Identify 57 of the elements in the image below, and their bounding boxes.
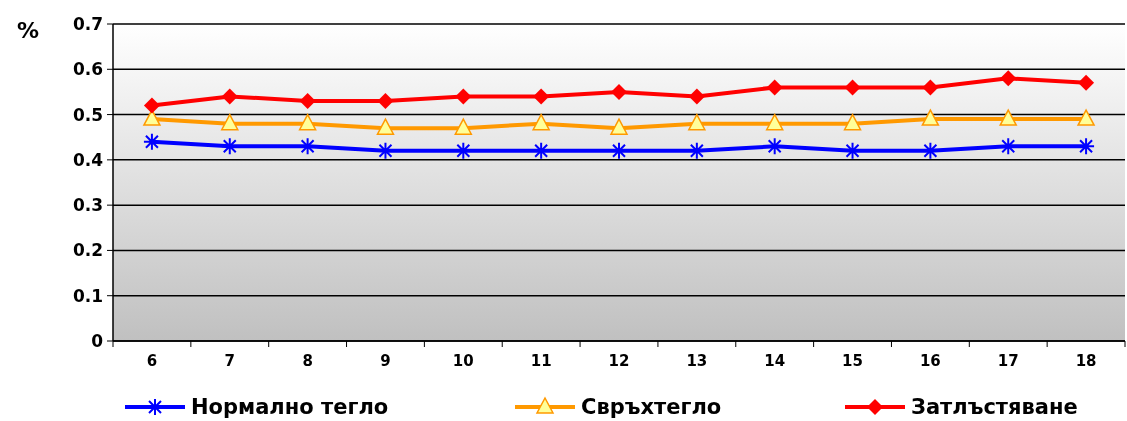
point: [299, 92, 316, 109]
x-tick-label: 6: [146, 352, 158, 370]
x-tick-label: 8: [302, 352, 313, 370]
point: [999, 109, 1017, 126]
legend-label: Свръхтегло: [581, 395, 722, 420]
y-tick-label: 0.1: [72, 285, 103, 306]
point: [1077, 109, 1095, 126]
point: [1077, 137, 1096, 156]
point: [844, 79, 861, 96]
y-tick-label: 0.3: [72, 195, 103, 216]
legend-label: Затлъстяване: [911, 395, 1078, 420]
x-tick-label: 14: [764, 352, 786, 370]
point: [376, 141, 395, 160]
point: [1000, 70, 1017, 87]
point: [454, 118, 473, 135]
point: [688, 88, 705, 105]
point: [533, 88, 550, 105]
y-tick-label: 0.7: [72, 13, 103, 34]
point: [1078, 74, 1095, 91]
point: [765, 113, 784, 131]
point: [377, 92, 394, 109]
y-tick-label: 0.2: [72, 240, 103, 261]
point: [455, 88, 472, 105]
x-tick-label: 11: [530, 352, 552, 370]
point: [921, 109, 940, 126]
point: [610, 118, 628, 135]
y-tick-label: 0.4: [72, 149, 104, 170]
x-tick-label: 18: [1075, 352, 1097, 370]
point: [766, 79, 783, 96]
x-tick-label: 15: [842, 352, 863, 370]
x-tick-label: 7: [224, 352, 235, 370]
y-tick-label: 0.5: [72, 104, 103, 125]
point: [843, 113, 862, 131]
x-tick-label: 13: [686, 352, 708, 370]
point: [143, 97, 160, 114]
point: [143, 109, 161, 126]
y-tick-label: 0: [91, 330, 104, 351]
point: [376, 118, 395, 135]
point: [922, 79, 939, 96]
point: [221, 88, 238, 105]
point: [298, 113, 317, 131]
point: [611, 83, 627, 100]
x-tick-label: 9: [380, 352, 391, 370]
y-tick-label: 0.6: [72, 59, 103, 80]
legend-label: Нормално тегло: [191, 395, 389, 420]
point: [221, 113, 239, 131]
y-axis-title: %: [16, 18, 40, 43]
x-tick-label: 17: [997, 352, 1019, 370]
x-tick-label: 16: [919, 352, 941, 370]
point: [220, 137, 239, 156]
point: [688, 113, 706, 131]
x-tick-label: 12: [608, 352, 630, 370]
point: [843, 141, 862, 160]
x-tick-label: 10: [452, 352, 474, 370]
point: [532, 113, 550, 131]
point: [610, 141, 628, 160]
point: [142, 132, 161, 151]
